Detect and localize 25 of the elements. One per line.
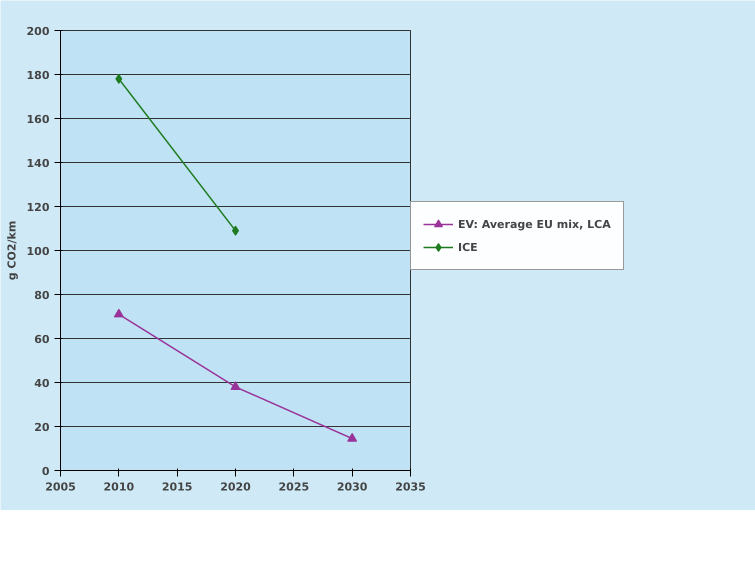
y-tick-label: 100 (26, 245, 50, 258)
x-tick-label: 2005 (45, 480, 76, 494)
y-axis-title: g CO2/km (6, 220, 19, 280)
x-tick-label: 2030 (336, 480, 368, 494)
y-tick-label: 180 (26, 69, 50, 82)
y-tick-label: 160 (26, 113, 50, 126)
point (114, 308, 124, 318)
x-tick-label: 2015 (162, 480, 192, 494)
legend-label: EV: Average EU mix, LCA (458, 218, 611, 230)
legend-label: ICE (458, 240, 478, 254)
y-tick-label: 0 (42, 465, 50, 478)
y-tick-label: 80 (34, 289, 50, 302)
x-tick-label: 2035 (395, 480, 426, 494)
y-tick-label: 120 (26, 201, 50, 214)
x-tick-label: 2025 (278, 480, 310, 494)
x-tick-label: 2020 (220, 480, 252, 494)
point (347, 432, 358, 442)
y-tick-label: 200 (26, 25, 50, 38)
point (115, 74, 122, 84)
point (230, 381, 240, 390)
y-tick-label: 40 (34, 377, 50, 390)
y-tick-label: 20 (34, 421, 50, 434)
x-tick-label: 2010 (104, 480, 134, 494)
y-tick-label: 140 (26, 157, 50, 170)
y-tick-label: 60 (34, 333, 50, 346)
